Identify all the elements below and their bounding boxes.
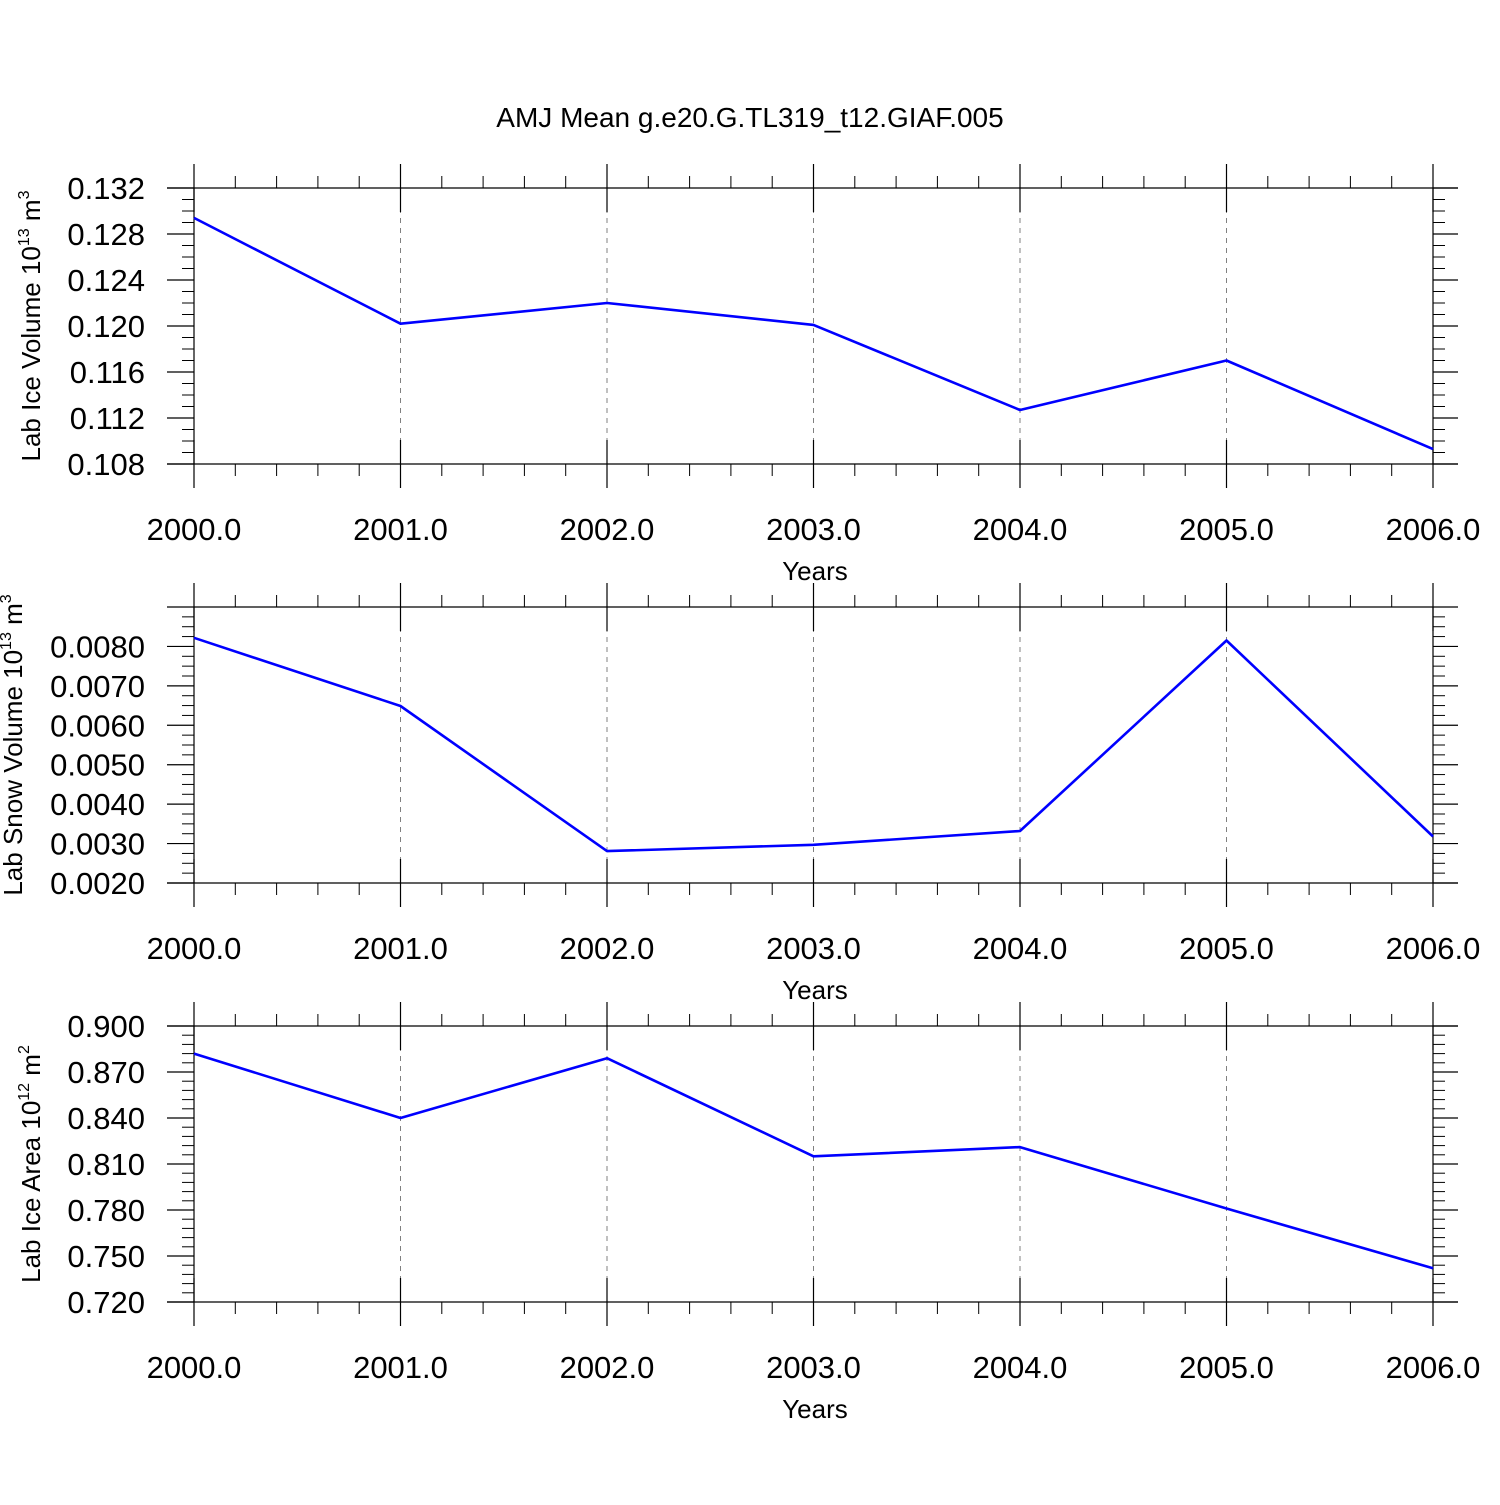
y-tick-label: 0.900 — [67, 1009, 145, 1044]
panel-1: 0.108 0.112 0.116 0.120 0.124 0.128 0.132 2000.… — [16, 164, 1480, 586]
y-tick-label: 0.0060 — [50, 708, 145, 743]
x-tick-label: 2001.0 — [353, 1350, 448, 1385]
y-tick-label: 0.116 — [70, 355, 145, 390]
panel-2: 0.0020 0.0030 0.0040 0.0050 0.0060 0.0070 0.00… — [0, 583, 1480, 1005]
x-tick-label: 2004.0 — [973, 512, 1068, 547]
y-tick-label: 0.0050 — [50, 748, 145, 783]
y-tick-label: 0.0020 — [50, 866, 145, 901]
panel-3: 0.720 0.750 0.780 0.810 0.840 0.870 0.900 2000.… — [16, 1002, 1480, 1424]
x-axis-label: Years — [782, 1394, 848, 1424]
y-tick-label: 0.0040 — [50, 787, 145, 822]
x-tick-label: 2000.0 — [147, 1350, 242, 1385]
y-tick-label: 0.810 — [67, 1147, 145, 1182]
x-tick-label: 2001.0 — [353, 512, 448, 547]
chart-title: AMJ Mean g.e20.G.TL319_t12.GIAF.005 — [496, 102, 1003, 133]
x-tick-label: 2006.0 — [1386, 1350, 1481, 1385]
y-tick-label: 0.0030 — [50, 827, 145, 862]
x-tick-label: 2003.0 — [766, 1350, 861, 1385]
y-axis-label: Lab Snow Volume 1013 m3 — [0, 594, 28, 895]
y-tick-label: 0.780 — [67, 1193, 145, 1228]
x-tick-label: 2004.0 — [973, 1350, 1068, 1385]
x-tick-label: 2001.0 — [353, 931, 448, 966]
y-axis-label: Lab Ice Area 1012 m2 — [16, 1045, 46, 1283]
x-tick-label: 2000.0 — [147, 931, 242, 966]
y-axis-label: Lab Ice Volume 1013 m3 — [16, 190, 46, 461]
x-tick-label: 2005.0 — [1179, 1350, 1274, 1385]
x-tick-label: 2006.0 — [1386, 931, 1481, 966]
y-tick-label: 0.108 — [67, 447, 145, 482]
y-tick-label: 0.120 — [67, 309, 145, 344]
x-tick-label: 2003.0 — [766, 931, 861, 966]
y-tick-label: 0.720 — [67, 1285, 145, 1320]
x-tick-label: 2005.0 — [1179, 931, 1274, 966]
y-tick-label: 0.750 — [67, 1239, 145, 1274]
y-tick-label: 0.124 — [67, 263, 145, 298]
x-tick-label: 2000.0 — [147, 512, 242, 547]
x-tick-label: 2002.0 — [560, 931, 655, 966]
x-tick-label: 2006.0 — [1386, 512, 1481, 547]
y-tick-label: 0.870 — [67, 1055, 145, 1090]
x-tick-label: 2004.0 — [973, 931, 1068, 966]
x-tick-label: 2005.0 — [1179, 512, 1274, 547]
x-tick-label: 2003.0 — [766, 512, 861, 547]
y-tick-label: 0.840 — [67, 1101, 145, 1136]
x-axis-label: Years — [782, 975, 848, 1005]
x-tick-label: 2002.0 — [560, 512, 655, 547]
y-tick-label: 0.128 — [67, 217, 145, 252]
y-tick-label: 0.0080 — [50, 629, 145, 664]
y-tick-label: 0.112 — [70, 401, 145, 436]
y-tick-label: 0.0070 — [50, 669, 145, 704]
y-tick-label: 0.132 — [67, 171, 145, 206]
x-tick-label: 2002.0 — [560, 1350, 655, 1385]
x-axis-label: Years — [782, 556, 848, 586]
